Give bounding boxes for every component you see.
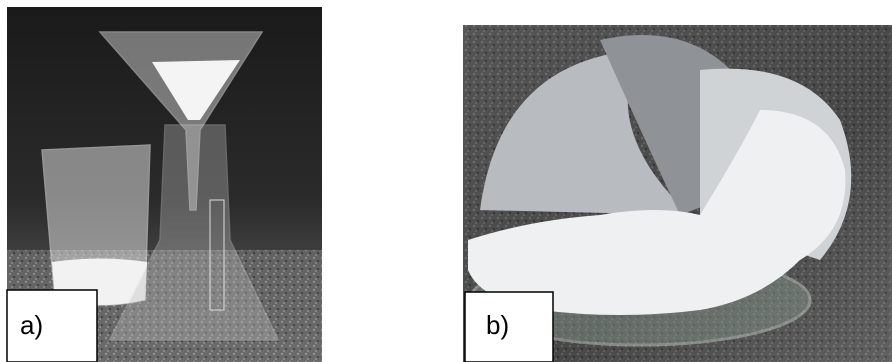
figure: a) b) [0, 0, 892, 362]
panel-label: a) [20, 310, 43, 340]
page: a) b) (() => { const data = JSON.parse(d… [0, 0, 892, 362]
panel-label: b) [486, 310, 509, 340]
